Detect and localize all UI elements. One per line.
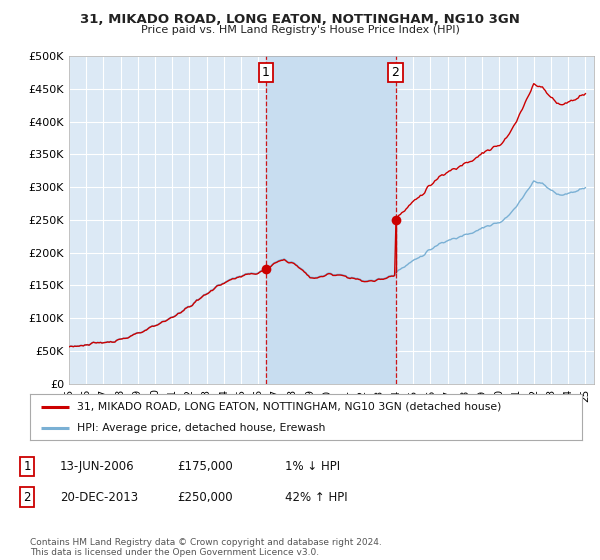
- Text: 20-DEC-2013: 20-DEC-2013: [60, 491, 138, 504]
- Text: 31, MIKADO ROAD, LONG EATON, NOTTINGHAM, NG10 3GN (detached house): 31, MIKADO ROAD, LONG EATON, NOTTINGHAM,…: [77, 402, 501, 412]
- Text: 31, MIKADO ROAD, LONG EATON, NOTTINGHAM, NG10 3GN: 31, MIKADO ROAD, LONG EATON, NOTTINGHAM,…: [80, 13, 520, 26]
- Bar: [266, 56, 395, 384]
- Text: Price paid vs. HM Land Registry's House Price Index (HPI): Price paid vs. HM Land Registry's House …: [140, 25, 460, 35]
- Text: 2: 2: [392, 66, 400, 79]
- Text: £250,000: £250,000: [177, 491, 233, 504]
- Text: Contains HM Land Registry data © Crown copyright and database right 2024.
This d: Contains HM Land Registry data © Crown c…: [30, 538, 382, 557]
- Text: HPI: Average price, detached house, Erewash: HPI: Average price, detached house, Erew…: [77, 423, 325, 433]
- Text: 1: 1: [23, 460, 31, 473]
- Text: 42% ↑ HPI: 42% ↑ HPI: [285, 491, 347, 504]
- Text: £175,000: £175,000: [177, 460, 233, 473]
- Text: 2: 2: [23, 491, 31, 504]
- Text: 1% ↓ HPI: 1% ↓ HPI: [285, 460, 340, 473]
- Text: 1: 1: [262, 66, 270, 79]
- Text: 13-JUN-2006: 13-JUN-2006: [60, 460, 134, 473]
